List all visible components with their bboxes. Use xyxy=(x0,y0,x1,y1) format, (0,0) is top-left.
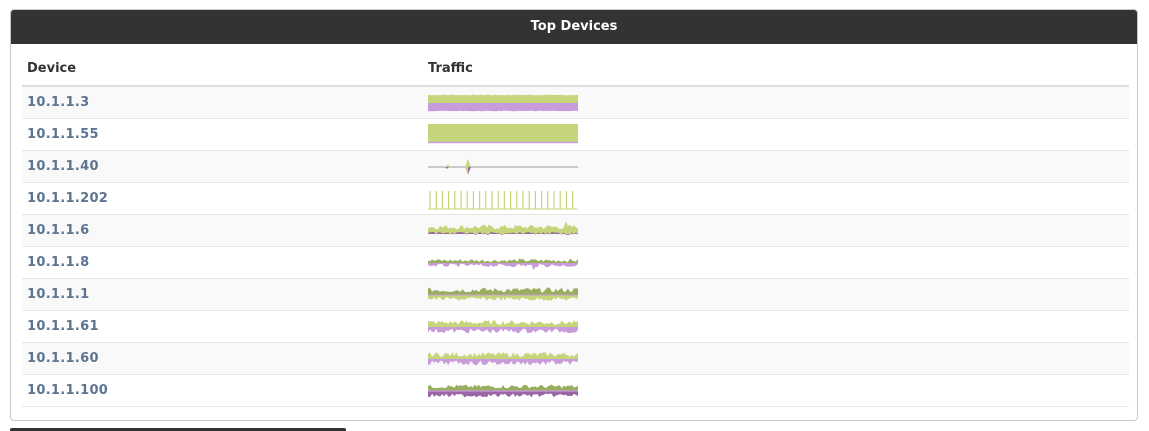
column-header-device: Device xyxy=(27,61,77,76)
device-link[interactable]: 10.1.1.202 xyxy=(27,191,109,206)
sparkline-area xyxy=(445,167,449,169)
device-link[interactable]: 10.1.1.55 xyxy=(27,127,99,142)
table-row: 10.1.1.202 xyxy=(22,183,1129,215)
sparkline-area xyxy=(428,263,578,270)
sparkline-area xyxy=(428,124,578,142)
sparkline-area xyxy=(468,167,471,174)
traffic-sparkline[interactable] xyxy=(428,380,578,402)
top-devices-panel: Top Devices Device Traffic 10.1.1.3 10.1.… xyxy=(10,9,1138,421)
sparkline-area xyxy=(428,103,578,112)
sparkline-area xyxy=(428,232,578,235)
next-panel-edge xyxy=(10,428,346,431)
table-row: 10.1.1.3 xyxy=(22,87,1129,119)
device-link[interactable]: 10.1.1.40 xyxy=(27,159,99,174)
sparkline-area xyxy=(428,295,578,301)
sparkline-area xyxy=(428,384,578,391)
device-link[interactable]: 10.1.1.8 xyxy=(27,255,90,270)
sparkline-area xyxy=(428,94,578,103)
device-link[interactable]: 10.1.1.100 xyxy=(27,383,109,398)
device-link[interactable]: 10.1.1.1 xyxy=(27,287,90,302)
sparkline-area xyxy=(428,359,578,366)
device-link[interactable]: 10.1.1.6 xyxy=(27,223,90,238)
traffic-sparkline[interactable] xyxy=(428,220,578,242)
sparkline-area xyxy=(428,352,578,359)
panel-title: Top Devices xyxy=(11,10,1137,44)
device-link[interactable]: 10.1.1.60 xyxy=(27,351,99,366)
traffic-sparkline[interactable] xyxy=(428,92,578,114)
device-link[interactable]: 10.1.1.3 xyxy=(27,95,90,110)
traffic-sparkline[interactable] xyxy=(428,124,578,146)
device-link[interactable]: 10.1.1.61 xyxy=(27,319,99,334)
traffic-sparkline[interactable] xyxy=(428,156,578,178)
table-row: 10.1.1.55 xyxy=(22,119,1129,151)
sparkline-area xyxy=(428,320,578,327)
table-body: 10.1.1.3 10.1.1.55 10.1.1.40 10.1.1.202 10.1… xyxy=(22,87,1129,407)
table-header: Device Traffic xyxy=(22,54,1129,87)
sparkline-area xyxy=(446,164,450,167)
table-row: 10.1.1.8 xyxy=(22,247,1129,279)
sparkline-area xyxy=(428,287,578,295)
table-row: 10.1.1.6 xyxy=(22,215,1129,247)
column-header-traffic: Traffic xyxy=(428,61,473,76)
sparkline-area xyxy=(428,221,578,234)
sparkline-area xyxy=(428,258,578,263)
sparkline-area xyxy=(428,327,578,334)
traffic-sparkline[interactable] xyxy=(428,188,578,210)
table-row: 10.1.1.1 xyxy=(22,279,1129,311)
traffic-sparkline[interactable] xyxy=(428,316,578,338)
table-row: 10.1.1.40 xyxy=(22,151,1129,183)
traffic-sparkline[interactable] xyxy=(428,252,578,274)
top-devices-table: Device Traffic 10.1.1.3 10.1.1.55 10.1.1.4… xyxy=(22,54,1129,407)
table-row: 10.1.1.60 xyxy=(22,343,1129,375)
table-row: 10.1.1.100 xyxy=(22,375,1129,407)
traffic-sparkline[interactable] xyxy=(428,284,578,306)
traffic-sparkline[interactable] xyxy=(428,348,578,370)
sparkline-area xyxy=(428,391,578,398)
table-row: 10.1.1.61 xyxy=(22,311,1129,343)
